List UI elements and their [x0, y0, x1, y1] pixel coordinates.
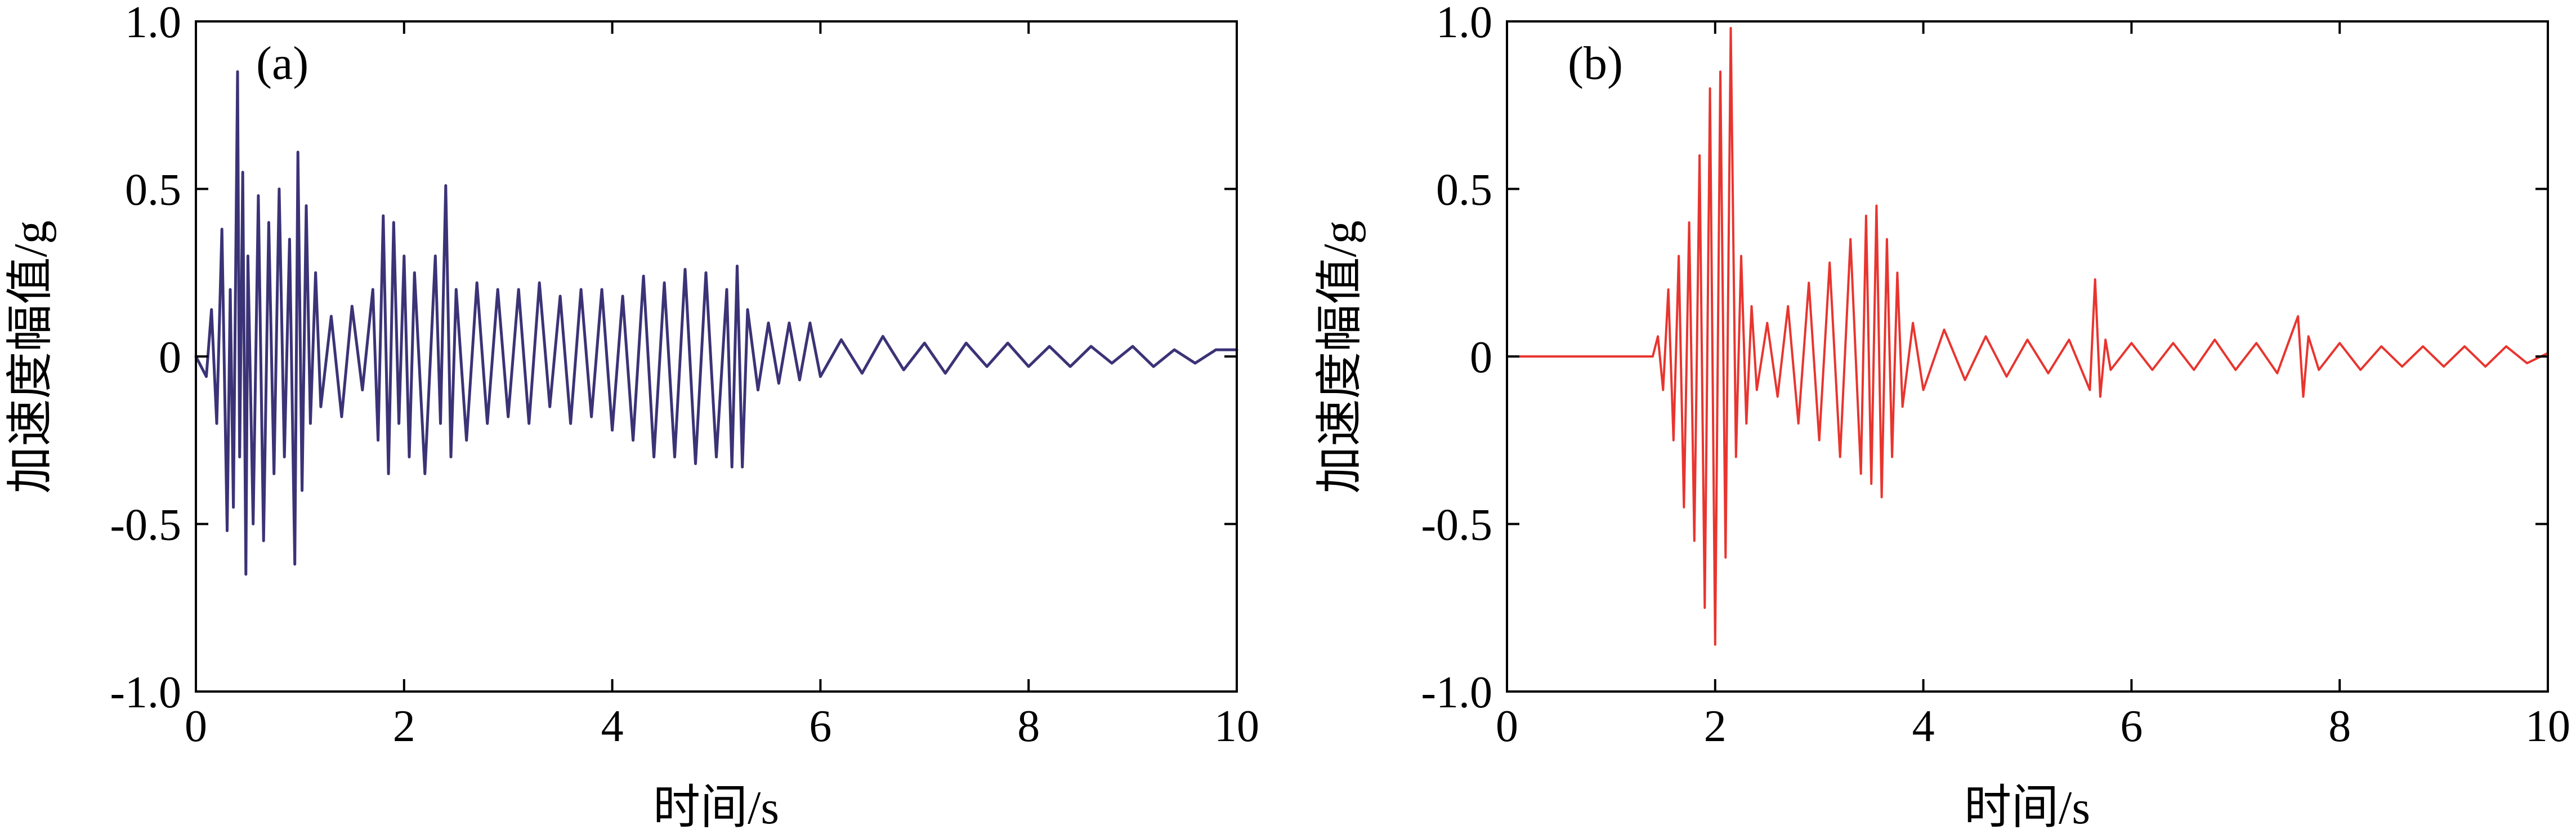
panel-a-x-tick-label: 2: [393, 702, 415, 751]
panel-a-plot-area: 0 2 4 6 8 10 1.0 0.5 0 -0.5 -1.0: [110, 0, 1259, 751]
panel-b-x-axis-label: 时间/s: [1964, 782, 2090, 834]
panel-b-x-tick-label: 4: [1912, 702, 1935, 751]
panel-a-y-axis-label: 加速度幅值/g: [5, 220, 57, 493]
panel-a-series-line-0: [194, 70, 1238, 576]
panel-b-x-tick-label: 10: [2525, 702, 2570, 751]
panel-a-x-tick-label: 8: [1017, 702, 1040, 751]
panel-a-x-tick-label: 4: [601, 702, 624, 751]
panel-b-x-tick-label: 2: [1704, 702, 1727, 751]
panel-b-x-tick-label: 0: [1496, 702, 1518, 751]
panel-a-y-tick-label: 0.5: [125, 166, 181, 215]
panel-b-y-tick-label: 0: [1470, 333, 1492, 382]
panel-a-y-tick-label: -1.0: [110, 668, 181, 717]
panel-a-label: (a): [256, 37, 308, 90]
panel-b-x-tick-label: 8: [2328, 702, 2351, 751]
panel-b-y-tick-label: 1.0: [1436, 0, 1492, 47]
panel-a-y-tick-label: 1.0: [125, 0, 181, 47]
panel-b-y-tick-label: -0.5: [1421, 501, 1492, 550]
panel-b-label: (b): [1568, 37, 1623, 90]
panel-b-y-tick-label: -1.0: [1421, 668, 1492, 717]
panel-b: 0 2 4 6 8 10 1.0 0.5 0 -0.5 -1.0 (b) 时间/s 加速度幅值/g: [1314, 0, 2570, 834]
panel-a-x-tick-label: 0: [185, 702, 207, 751]
panel-a-x-axis-label: 时间/s: [653, 782, 779, 834]
panel-b-series-line-0: [1506, 26, 2549, 646]
panel-a-y-tick-label: 0: [159, 333, 181, 382]
panel-a-y-tick-label: -0.5: [110, 501, 181, 550]
panel-b-y-tick-label: 0.5: [1436, 166, 1492, 215]
panel-b-plot-area: 0 2 4 6 8 10 1.0 0.5 0 -0.5 -1.0: [1421, 0, 2570, 751]
panel-a-x-tick-label: 10: [1214, 702, 1259, 751]
panel-b-y-axis-label: 加速度幅值/g: [1314, 220, 1366, 493]
panel-a: 0 2 4 6 8 10 1.0 0.5 0 -0.5 -1.0 (a) 时间/s 加速度幅值/g: [5, 0, 1259, 834]
panel-b-x-tick-label: 6: [2120, 702, 2143, 751]
panel-a-x-tick-label: 6: [809, 702, 831, 751]
